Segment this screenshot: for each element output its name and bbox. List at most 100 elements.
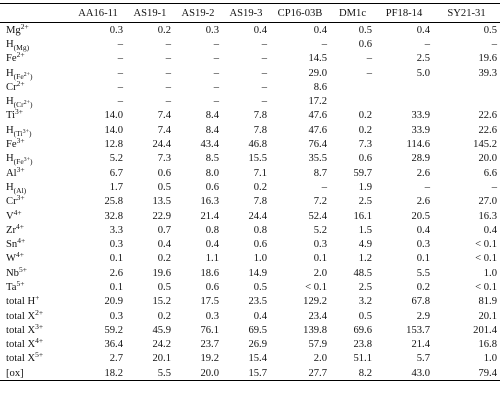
table-cell: 13.5 xyxy=(152,196,171,208)
table-cell: 0.5 xyxy=(157,281,171,293)
table-row: total H+ 20.9 15.2 17.5 23.5 129.2 3.2 67.8 81.9 xyxy=(0,294,500,309)
table-cell: 59.2 xyxy=(104,324,123,336)
table-body: Mg2+ 0.3 0.2 0.3 0.4 0.4 0.5 0.4 0.5 H(Mg) – – – – –0.… xyxy=(0,21,500,382)
table-cell: 16.8 xyxy=(478,339,497,351)
table-cell: 8.6 xyxy=(313,81,327,93)
table-cell: 0.6 xyxy=(253,239,267,251)
table-cell: 20.0 xyxy=(174,366,222,382)
table-cell: 52.4 xyxy=(308,210,327,222)
table-row: total X2+ 0.3 0.2 0.3 0.4 23.4 0.5 2.9 20.1 xyxy=(0,307,500,323)
table-cell: 0.2 xyxy=(253,181,267,193)
table-row: V4+ 32.8 22.9 21.4 24.4 52.4 16.1 20.5 16.3 xyxy=(0,208,500,223)
table-cell: 27.0 xyxy=(478,196,497,208)
table-cell: 39.3 xyxy=(478,67,497,79)
table-row: H(Fe3+) 5.2 7.3 8.5 15.5 35.5 0.6 28.9 20.0 xyxy=(0,152,500,166)
row-label: [ox] xyxy=(0,366,70,382)
table-cell: 7.3 xyxy=(157,153,171,165)
table-cell: 1.5 xyxy=(358,224,372,236)
table-cell: 6.7 xyxy=(109,167,123,179)
table-cell: 0.2 xyxy=(416,281,430,293)
table-cell: 3.2 xyxy=(358,296,372,308)
column-header-as19-3: AS19-3 xyxy=(222,3,270,23)
row-label-superscript: 5+ xyxy=(18,264,27,274)
table-cell: 36.4 xyxy=(104,339,123,351)
table-cell: < 0.1 xyxy=(475,239,497,251)
table-cell: 8.0 xyxy=(205,167,219,179)
row-label-base: H xyxy=(6,38,14,50)
table-cell: 35.5 xyxy=(308,153,327,165)
row-label: total H+ xyxy=(0,294,70,309)
row-label-base: total X xyxy=(6,353,36,365)
row-label: H(Al) xyxy=(0,180,70,194)
table-cell: 0.1 xyxy=(109,281,123,293)
table-cell: – xyxy=(424,38,430,50)
row-label-base: V xyxy=(6,210,14,222)
table-cell: 15.5 xyxy=(248,153,267,165)
table-cell: 33.9 xyxy=(411,124,430,136)
row-label: Cr2+ xyxy=(0,80,70,94)
table-cell: – xyxy=(424,181,430,193)
table-cell: 1.1 xyxy=(205,253,219,265)
table-row: Mg2+ 0.3 0.2 0.3 0.4 0.4 0.5 0.4 0.5 xyxy=(0,21,500,38)
table-cell: 22.9 xyxy=(152,210,171,222)
row-label-base: H xyxy=(6,181,14,193)
table-cell: – xyxy=(165,81,171,93)
row-label-base: H xyxy=(6,96,14,108)
row-label-base: Cr xyxy=(6,81,17,93)
table-cell: 23.4 xyxy=(308,310,327,322)
table-row: Al3+ 6.7 0.6 8.0 7.1 8.7 59.7 2.6 6.6 xyxy=(0,165,500,180)
row-label: Ti3+ xyxy=(0,108,70,123)
table-cell: 8.5 xyxy=(205,153,219,165)
table-cell: 139.8 xyxy=(303,324,327,336)
table-cell: 15.4 xyxy=(248,353,267,365)
table-cell: 19.6 xyxy=(152,267,171,279)
row-label-base: total X xyxy=(6,310,36,322)
row-label-superscript: 2+ xyxy=(16,78,25,88)
table-cell xyxy=(330,80,375,94)
table-cell: 153.7 xyxy=(406,324,430,336)
table-cell: 1.0 xyxy=(483,353,497,365)
table-cell: 7.4 xyxy=(157,124,171,136)
table-cell: 0.5 xyxy=(483,24,497,36)
row-label: H(Fe3+) xyxy=(0,152,70,166)
table-cell: 5.0 xyxy=(416,67,430,79)
table-row: total X3+ 59.2 45.9 76.1 69.5 139.8 69.6 153.7 2… xyxy=(0,323,500,337)
row-label: total X2+ xyxy=(0,307,70,323)
table-cell: 14.5 xyxy=(308,53,327,65)
table-header: AA16-11 AS19-1 AS19-2 AS19-3 CP16-03B DM… xyxy=(0,3,500,23)
row-label-superscript: 2+ xyxy=(20,21,29,31)
table-cell: 20.5 xyxy=(411,210,430,222)
table-cell: – xyxy=(165,38,171,50)
row-label-base: H xyxy=(6,153,14,165)
table-cell: 1.0 xyxy=(253,253,267,265)
row-label-base: Nb xyxy=(6,267,19,279)
table-cell: 2.0 xyxy=(313,353,327,365)
row-label-superscript: 3+ xyxy=(16,193,25,203)
table-cell: – xyxy=(261,53,267,65)
table-cell: 33.9 xyxy=(411,110,430,122)
table-cell: 18.2 xyxy=(70,366,126,382)
table-cell: 1.2 xyxy=(358,253,372,265)
row-label: total X5+ xyxy=(0,350,70,366)
table-cell: 20.1 xyxy=(152,353,171,365)
row-label-superscript: 2+ xyxy=(35,307,44,317)
table-cell: 129.2 xyxy=(303,296,327,308)
table-cell: – xyxy=(165,53,171,65)
row-label-superscript: 5+ xyxy=(35,350,44,360)
table-cell: 17.2 xyxy=(308,96,327,108)
table-cell: – xyxy=(321,181,327,193)
table-row: H(Cr2+) – – – – 17.2 xyxy=(0,94,500,108)
table-row: Fe3+ 12.8 24.4 43.4 46.8 76.4 7.3 114.6 145.2 xyxy=(0,137,500,151)
table-cell: – xyxy=(117,67,123,79)
table-cell: 24.4 xyxy=(152,139,171,151)
table-cell: – xyxy=(321,38,327,50)
row-label: H(Fe2+) xyxy=(0,66,70,80)
table-cell: – xyxy=(261,81,267,93)
row-label-base: total H xyxy=(6,296,36,308)
row-label-base: [ox] xyxy=(6,367,24,379)
table-cell: 114.6 xyxy=(406,139,430,151)
row-label-base: Cr xyxy=(6,196,17,208)
row-label-subscript: (Cr2+) xyxy=(13,100,33,110)
table-cell: 2.5 xyxy=(358,281,372,293)
